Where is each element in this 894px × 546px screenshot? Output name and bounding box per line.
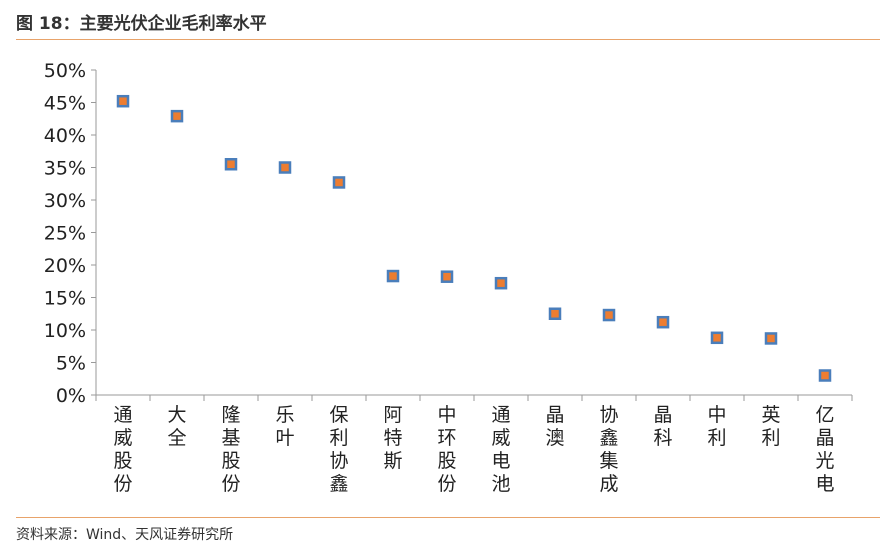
data-points xyxy=(116,94,832,382)
source-note: 资料来源：Wind、天风证券研究所 xyxy=(16,527,234,543)
data-point xyxy=(818,369,832,382)
x-category-label: 亿晶光电 xyxy=(815,404,834,495)
x-category-label: 阿特斯 xyxy=(383,404,402,472)
x-axis-labels: 通威股份 大全 隆基股份 乐叶 保利协鑫 阿特斯 中环股份 通威电池 晶澳 协鑫集成 晶科中利英利亿… xyxy=(95,395,853,495)
x-category-label: 协鑫集成 xyxy=(599,404,618,495)
x-category-label: 晶澳 xyxy=(545,404,564,449)
x-category-label: 中利 xyxy=(707,404,726,449)
data-point xyxy=(278,161,292,174)
data-point xyxy=(386,269,400,283)
y-axis-ticks: 0% 5% 10% 15% 20% 25% 30% 35% 40% 45% 50% xyxy=(44,60,96,407)
bottom-divider xyxy=(16,517,880,518)
x-category-label: 通威电池 xyxy=(491,404,510,495)
y-tick-label: 20% xyxy=(44,255,86,277)
x-category-label: 通威股份 xyxy=(113,404,132,495)
y-tick-label: 35% xyxy=(44,158,86,180)
figure-title: 图 18：主要光伏企业毛利率水平 xyxy=(16,14,267,34)
x-category-label: 英利 xyxy=(761,404,780,449)
y-tick-label: 30% xyxy=(44,190,86,212)
data-point xyxy=(710,331,724,345)
data-point xyxy=(116,94,130,108)
data-point xyxy=(332,176,346,189)
y-tick-label: 25% xyxy=(44,223,86,245)
x-category-label: 隆基股份 xyxy=(221,404,240,495)
y-tick-label: 0% xyxy=(56,385,86,407)
data-point xyxy=(548,307,562,320)
y-tick-label: 5% xyxy=(56,353,86,375)
y-tick-label: 15% xyxy=(44,288,86,310)
x-category-label: 保利协鑫 xyxy=(329,404,348,495)
data-point xyxy=(170,109,184,123)
y-tick-label: 40% xyxy=(44,125,86,147)
top-divider xyxy=(16,39,880,40)
x-category-label: 大全 xyxy=(167,404,186,449)
data-point xyxy=(602,308,616,322)
y-tick-label: 50% xyxy=(44,60,86,82)
data-point xyxy=(440,270,454,283)
x-category-label: 乐叶 xyxy=(275,404,294,449)
y-tick-label: 10% xyxy=(44,320,86,342)
data-point xyxy=(764,332,778,345)
x-category-label: 中环股份 xyxy=(437,404,456,495)
data-point xyxy=(224,158,238,171)
x-category-label: 晶科 xyxy=(653,404,672,449)
data-point xyxy=(494,276,508,290)
data-point xyxy=(656,315,670,329)
y-tick-label: 45% xyxy=(44,93,86,115)
